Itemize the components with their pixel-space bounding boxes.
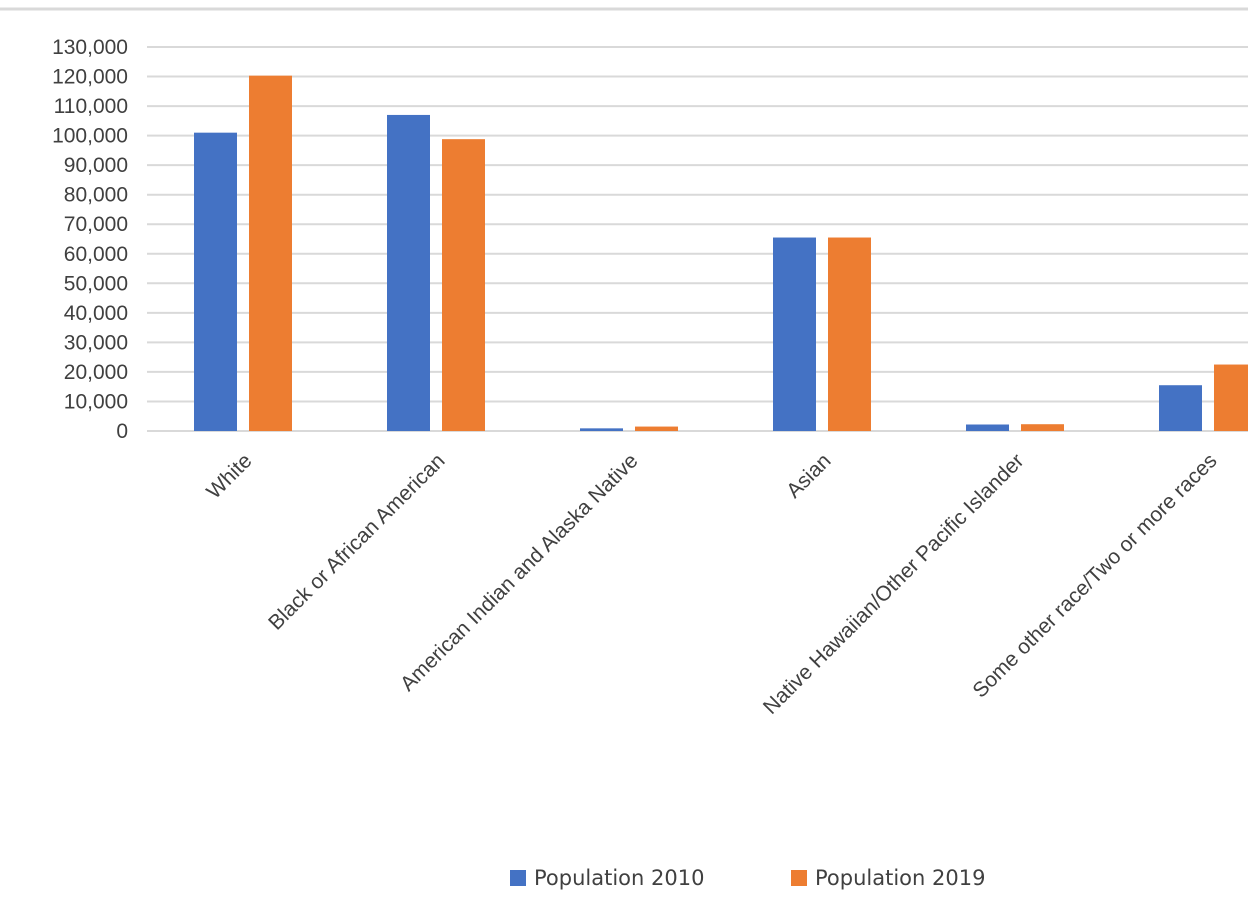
legend: Population 2010 Population 2019	[0, 866, 1248, 906]
y-tick-label: 20,000	[64, 361, 128, 384]
bars	[194, 75, 1248, 431]
y-tick-label: 120,000	[52, 66, 128, 89]
legend-swatch-2010	[510, 870, 526, 886]
y-tick-label: 80,000	[64, 184, 128, 207]
gridlines	[147, 46, 1248, 432]
x-category-label: Black or African American	[264, 449, 449, 634]
legend-swatch-2019	[791, 870, 807, 886]
x-category-label: White	[202, 449, 256, 503]
bar-2010	[194, 132, 237, 431]
y-axis-tick-labels: 0 10,000 20,000 30,000 40,000 50,000 60,000 70,…	[52, 36, 128, 443]
legend-label-2019: Population 2019	[815, 866, 986, 890]
bar-2019	[635, 426, 678, 431]
bar-2019	[442, 139, 485, 431]
y-tick-label: 30,000	[64, 331, 128, 354]
bar-2019	[1214, 364, 1248, 431]
legend-item-2019: Population 2019	[791, 866, 985, 890]
y-tick-label: 10,000	[64, 390, 128, 413]
bar-2010	[773, 237, 816, 431]
x-category-label: American Indian and Alaska Native	[396, 449, 643, 696]
bar-2010	[1159, 385, 1202, 431]
y-tick-label: 70,000	[64, 213, 128, 236]
y-tick-label: 130,000	[52, 36, 128, 59]
bar-2010	[966, 424, 1009, 431]
y-tick-label: 40,000	[64, 302, 128, 325]
x-category-label: Asian	[782, 449, 835, 502]
legend-item-2010: Population 2010	[510, 866, 704, 890]
bar-2019	[828, 237, 871, 431]
y-tick-label: 60,000	[64, 243, 128, 266]
bar-2010	[387, 114, 430, 431]
y-tick-label: 110,000	[54, 95, 128, 118]
y-tick-label: 90,000	[64, 154, 128, 177]
bar-2019	[1021, 424, 1064, 431]
bar-2019	[249, 75, 292, 431]
legend-label-2010: Population 2010	[534, 866, 705, 890]
y-tick-label: 50,000	[64, 272, 128, 295]
y-tick-label: 100,000	[52, 125, 128, 148]
bar-2010	[580, 428, 623, 431]
y-tick-label: 0	[116, 420, 128, 443]
